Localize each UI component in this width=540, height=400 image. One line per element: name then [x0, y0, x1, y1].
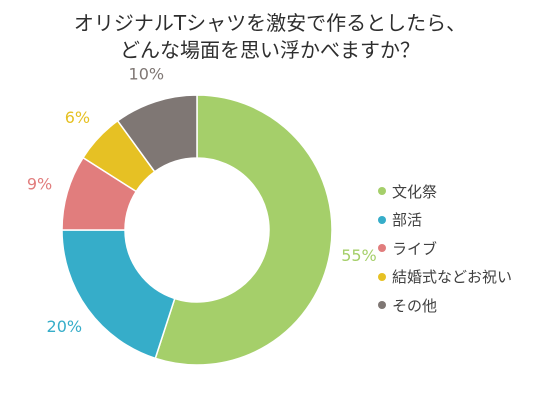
legend: 文化祭 部活 ライブ 結婚式などお祝い その他 [378, 177, 512, 320]
chart-title-line-2: どんな場面を思い浮かべますか？ [120, 38, 420, 62]
legend-item-celebration: 結婚式などお祝い [378, 263, 512, 292]
legend-label-bunkasai: 文化祭 [392, 182, 438, 201]
slice-label-bunkasai: 55% [341, 246, 377, 265]
slice-label-bukatsu: 20% [47, 317, 83, 336]
chart-title-line-1: オリジナルTシャツを激安で作るとしたら、 [73, 11, 467, 35]
donut-slices [61, 94, 333, 366]
chart-title: オリジナルTシャツを激安で作るとしたら、 どんな場面を思い浮かべますか？ [0, 10, 540, 64]
legend-marker-bunkasai [378, 187, 386, 196]
slice-bukatsu [61, 229, 176, 360]
legend-item-live: ライブ [378, 234, 512, 263]
legend-label-other: その他 [392, 296, 438, 315]
legend-item-bukatsu: 部活 [378, 206, 512, 235]
slice-label-celebration: 6% [65, 108, 90, 127]
legend-marker-other [378, 301, 386, 310]
slice-labels: 55% 20% 9% 6% 10% [27, 65, 377, 336]
slice-label-live: 9% [27, 175, 52, 194]
slice-other [116, 94, 198, 173]
legend-label-celebration: 結婚式などお祝い [392, 268, 513, 287]
legend-marker-celebration [378, 272, 386, 281]
legend-item-other: その他 [378, 291, 512, 320]
legend-marker-live [378, 244, 386, 253]
legend-marker-bukatsu [378, 215, 386, 224]
slice-label-other: 10% [129, 65, 165, 84]
legend-item-bunkasai: 文化祭 [378, 177, 512, 206]
legend-label-live: ライブ [392, 239, 438, 258]
slice-bunkasai [154, 94, 333, 366]
legend-label-bukatsu: 部活 [392, 211, 423, 230]
